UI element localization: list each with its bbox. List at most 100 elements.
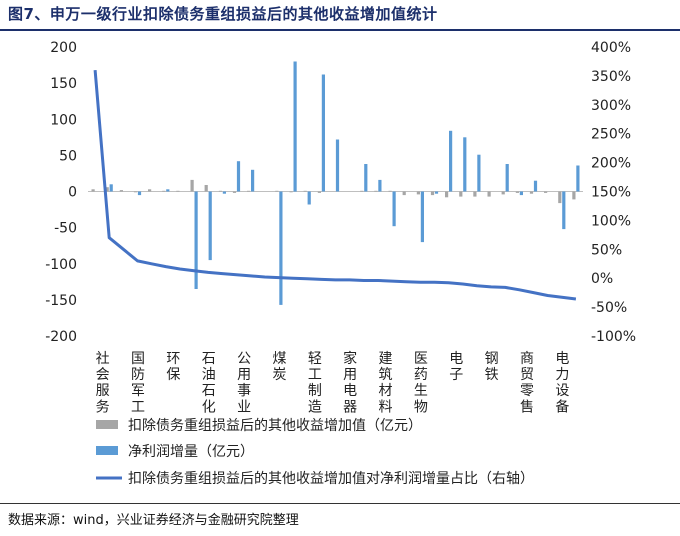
category-label: 煤炭 (272, 351, 286, 383)
right-tick-label: 200% (591, 156, 631, 172)
gray-bar (317, 191, 321, 193)
blue-bar (378, 179, 382, 192)
right-tick-label: 0% (591, 271, 613, 287)
gray-bar (459, 191, 463, 197)
gray-bar (473, 191, 477, 197)
title-rule (0, 29, 680, 31)
gray-bar (388, 190, 392, 192)
gray-bar (515, 191, 519, 193)
right-tick-label: 50% (591, 242, 622, 258)
legend-swatch (96, 420, 118, 429)
right-tick-label: 250% (591, 127, 631, 143)
blue-bar (236, 161, 241, 192)
gray-bar (275, 190, 279, 192)
blue-bar (420, 191, 424, 243)
right-axis: 400% 350% 300% 250% 200% 150% 100% 50% 0% -50% -10… (591, 40, 636, 345)
blue-bar (562, 191, 566, 230)
right-tick-label: -100% (591, 329, 636, 345)
gray-bar (148, 189, 152, 192)
gray-bar (430, 191, 435, 196)
blue-bar (477, 154, 481, 192)
gray-bar (218, 190, 222, 192)
left-tick-label: -150 (45, 293, 77, 309)
category-label: 公用事业 (237, 351, 251, 415)
gray-bar (204, 185, 208, 192)
gray-bar (558, 191, 562, 204)
category-label: 电力设备 (555, 351, 569, 415)
category-label: 商贸零售 (520, 351, 534, 415)
gray-bar (247, 190, 251, 192)
gray-bar (544, 191, 548, 193)
legend-label: 净利润增量（亿元） (128, 444, 254, 460)
blue-bar (208, 191, 212, 261)
gray-bar (402, 191, 406, 196)
gray-bar (501, 191, 505, 195)
category-label: 社会服务 (96, 351, 110, 415)
blue-bar (533, 180, 538, 192)
left-tick-label: 0 (68, 185, 77, 201)
blue-bar (364, 164, 368, 192)
gray-bar (91, 189, 95, 192)
gray-bar (360, 190, 364, 192)
blue-bar (449, 130, 453, 192)
category-label: 钢铁 (485, 351, 499, 383)
gray-bar (529, 191, 534, 194)
gray-bar (289, 191, 293, 193)
legend-swatch (96, 446, 118, 455)
right-tick-label: 350% (591, 69, 631, 85)
gray-bar (105, 187, 109, 192)
category-labels: 社会服务 国防军工 环保 石油石化 公用事业 煤炭 轻工制造 家用电器 建筑材料 医药生物 电子钢铁… (96, 350, 570, 415)
category-label: 轻工制造 (308, 351, 322, 415)
page-title: 图7、申万一级行业扣除债务重组损益后的其他收益增加值统计 (8, 5, 438, 23)
right-tick-label: -50% (591, 300, 627, 316)
blue-bar (222, 191, 226, 194)
blue-bar (321, 74, 325, 192)
blue-bar (279, 191, 283, 305)
gray-bar (176, 190, 180, 192)
gray-bar (416, 191, 420, 195)
right-tick-label: 150% (591, 185, 631, 201)
source-note: 数据来源：wind，兴业证券经济与金融研究院整理 (8, 513, 299, 528)
gray-bar (374, 190, 378, 192)
legend: 扣除债务重组损益后的其他收益增加值（亿元） 净利润增量（亿元） 扣除债务重组损益后的… (96, 418, 534, 487)
category-label: 家用电器 (343, 350, 357, 415)
left-tick-label: 200 (50, 40, 77, 56)
blue-bar (335, 139, 340, 192)
gray-bar (445, 191, 449, 198)
blue-bar (576, 165, 580, 192)
blue-bar (194, 191, 198, 289)
legend-label: 扣除债务重组损益后的其他收益增加值对净利润增量占比（右轴） (128, 471, 534, 487)
blue-bar (392, 191, 396, 227)
category-label: 环保 (166, 351, 180, 383)
blue-bar (463, 137, 467, 192)
legend-label: 扣除债务重组损益后的其他收益增加值（亿元） (128, 418, 422, 434)
bars (91, 61, 580, 305)
gray-bar (162, 190, 166, 192)
gray-bar (303, 190, 307, 192)
category-label: 电子 (449, 351, 463, 383)
blue-bar (166, 189, 170, 192)
blue-bar (137, 191, 142, 196)
gray-bar (232, 191, 237, 193)
right-tick-label: 100% (591, 213, 631, 229)
blue-bar (109, 184, 113, 192)
blue-bar (307, 191, 311, 205)
left-tick-label: 100 (50, 112, 77, 128)
category-label: 医药生物 (414, 351, 428, 415)
right-tick-label: 400% (591, 40, 631, 56)
right-tick-label: 300% (591, 98, 631, 114)
gray-bar (133, 191, 138, 193)
blue-bar (519, 191, 523, 196)
gray-bar (487, 191, 491, 197)
left-tick-label: -50 (54, 221, 77, 237)
left-axis: 200 150 100 50 0 -50 -100 -150 -200 (45, 40, 77, 345)
source-rule (0, 503, 680, 504)
left-tick-label: -200 (45, 329, 77, 345)
category-label: 国防军工 (131, 351, 145, 415)
category-label: 石油石化 (202, 351, 216, 415)
blue-bar (293, 61, 297, 192)
left-tick-label: 150 (50, 76, 77, 92)
gray-bar (119, 190, 123, 192)
left-tick-label: 50 (59, 148, 77, 164)
blue-bar (505, 164, 509, 192)
